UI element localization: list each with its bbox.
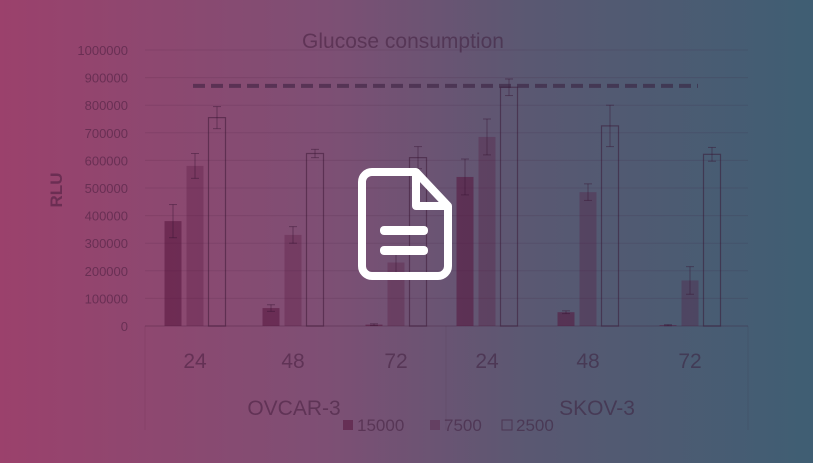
- bar-15000: [557, 312, 575, 326]
- y-tick-label: 800000: [85, 98, 128, 113]
- bar-2500: [600, 125, 620, 327]
- group-label: SKOV-3: [559, 397, 635, 420]
- category-label: 72: [384, 350, 407, 373]
- bar-2500: [499, 86, 519, 327]
- y-axis-label: RLU: [47, 173, 66, 208]
- y-tick-label: 900000: [85, 71, 128, 86]
- y-tick-label: 600000: [85, 153, 128, 168]
- group-label: OVCAR-3: [247, 397, 340, 420]
- bar-15000: [262, 308, 280, 326]
- legend-swatch-2500: [501, 419, 513, 431]
- bar-15000: [164, 221, 182, 326]
- document-icon: [358, 166, 454, 282]
- bar-2500: [207, 117, 227, 327]
- y-tick-label: 0: [121, 319, 128, 334]
- category-label: 72: [678, 350, 701, 373]
- bar-15000: [456, 176, 474, 326]
- y-tick-label: 500000: [85, 181, 128, 196]
- y-tick-label: 1000000: [77, 43, 128, 58]
- bar-7500: [681, 280, 699, 326]
- bar-7500: [284, 234, 302, 326]
- bar-2500: [305, 152, 325, 327]
- legend-label: 7500: [444, 416, 482, 435]
- bar-7500: [478, 136, 496, 326]
- y-tick-label: 200000: [85, 264, 128, 279]
- bar-2500: [408, 157, 428, 327]
- legend-swatch-15000: [343, 420, 353, 430]
- y-tick-label: 300000: [85, 236, 128, 251]
- bar-2500: [702, 153, 722, 327]
- bar-7500: [579, 192, 597, 326]
- category-label: 48: [576, 350, 599, 373]
- legend-swatch-7500: [430, 420, 440, 430]
- y-tick-label: 700000: [85, 126, 128, 141]
- category-label: 24: [183, 350, 207, 373]
- bar-15000: [659, 325, 677, 326]
- bar-15000: [365, 324, 383, 326]
- chart-title: Glucose consumption: [302, 30, 504, 53]
- legend-label: 15000: [357, 416, 404, 435]
- category-label: 48: [281, 350, 304, 373]
- legend-label: 2500: [516, 416, 554, 435]
- bar-7500: [186, 165, 204, 326]
- category-label: 24: [475, 350, 499, 373]
- y-tick-label: 400000: [85, 209, 128, 224]
- y-tick-label: 100000: [85, 291, 128, 306]
